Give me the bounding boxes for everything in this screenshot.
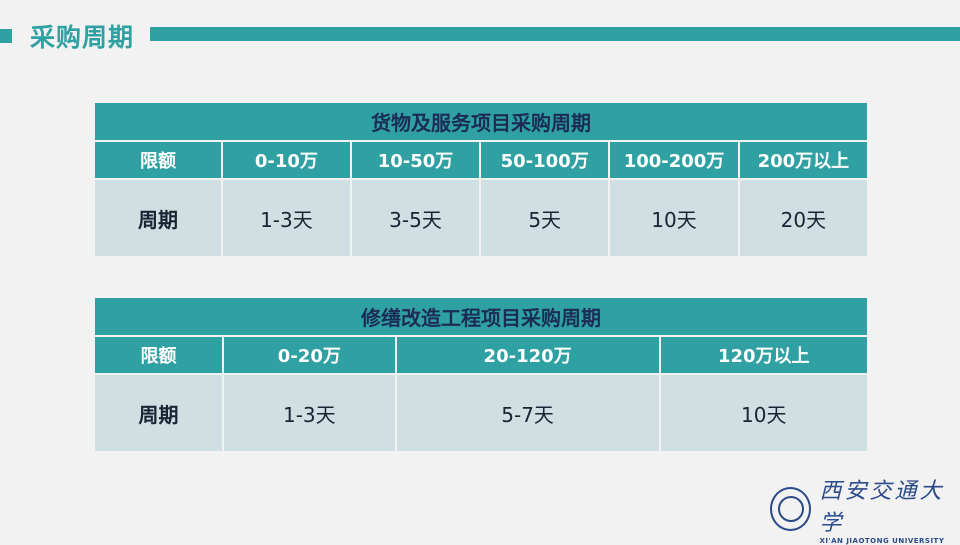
header-cell: 120万以上 (660, 337, 867, 373)
page-title: 采购周期 (30, 23, 135, 52)
table-title: 修缮改造工程项目采购周期 (95, 298, 867, 335)
header-cell: 0-20万 (224, 337, 395, 373)
cell: 3-5天 (351, 180, 480, 256)
row-header: 周期 (95, 180, 221, 256)
header-cell: 0-10万 (222, 142, 350, 178)
logo-chinese-name: 西安交通大学 (819, 479, 945, 536)
university-logo: 西安交通大学 XI'AN JIAOTONG UNIVERSITY (770, 473, 960, 545)
goods-services-table: 货物及服务项目采购周期 限额 0-10万 10-50万 50-100万 100-… (93, 101, 869, 258)
header-cell: 100-200万 (610, 142, 738, 178)
header-cell: 10-50万 (351, 142, 480, 178)
renovation-table: 修缮改造工程项目采购周期 限额 0-20万 20-120万 120万以上 周期 … (93, 296, 869, 453)
title-accent-bar (150, 27, 960, 41)
row-header: 周期 (95, 375, 222, 451)
cell: 10天 (660, 375, 867, 451)
cell: 20天 (739, 180, 867, 256)
header-cell: 200万以上 (739, 142, 867, 178)
title-accent-left (0, 29, 12, 43)
table-row: 周期 1-3天 3-5天 5天 10天 20天 (95, 180, 867, 256)
cell: 5-7天 (396, 375, 659, 451)
table-title: 货物及服务项目采购周期 (95, 103, 867, 140)
header-cell: 限额 (95, 142, 221, 178)
header-cell: 限额 (95, 337, 222, 373)
cell: 10天 (610, 180, 738, 256)
table-row: 周期 1-3天 5-7天 10天 (95, 375, 867, 451)
cell: 1-3天 (224, 375, 395, 451)
cell: 5天 (481, 180, 609, 256)
cell: 1-3天 (222, 180, 350, 256)
header-cell: 20-120万 (396, 337, 659, 373)
logo-english-name: XI'AN JIAOTONG UNIVERSITY (819, 537, 945, 545)
header-cell: 50-100万 (481, 142, 609, 178)
university-seal-icon (770, 487, 812, 531)
